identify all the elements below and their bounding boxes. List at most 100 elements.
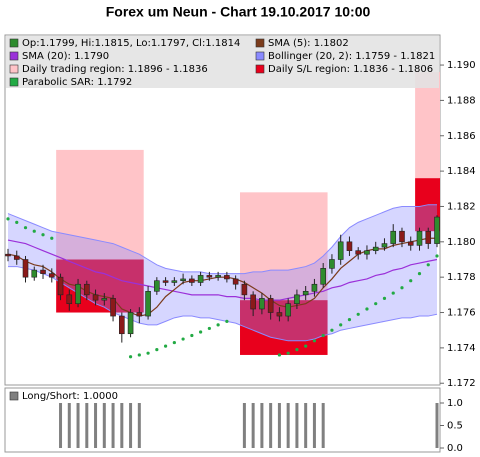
candle-body — [381, 243, 388, 248]
candle-body — [215, 275, 221, 278]
sar-dot — [32, 229, 36, 233]
candle-body — [197, 275, 204, 283]
sar-dot — [163, 344, 168, 348]
candle-body — [180, 278, 186, 282]
candle-body — [22, 259, 29, 278]
sar-dot — [172, 340, 176, 345]
sar-dot — [146, 351, 150, 355]
y-tick-label: 1.172 — [447, 378, 476, 389]
sar-dot — [435, 254, 439, 258]
sar-dot — [330, 328, 334, 332]
legend-marker — [255, 51, 265, 61]
sar-dot — [15, 220, 19, 224]
candle-body — [189, 278, 195, 283]
legend-label: Daily trading region: 1.1896 - 1.1836 — [22, 64, 208, 75]
sar-dot — [426, 263, 430, 267]
legend-label: Bollinger (20, 2): 1.1759 - 1.1821 — [268, 51, 435, 62]
sar-dot — [225, 319, 229, 323]
sar-dot — [365, 307, 369, 311]
legend-label: Parabolic SAR: 1.1792 — [22, 77, 132, 88]
y-tick-label: 1.188 — [447, 95, 476, 106]
long-short-bar — [295, 403, 299, 448]
candle-body — [145, 291, 151, 317]
candle-body — [101, 298, 108, 301]
candle-body — [434, 216, 440, 244]
legend-label: Op:1.1799, Hi:1.1815, Lo:1.1797, Cl:1.18… — [22, 38, 240, 49]
sar-dot — [417, 272, 422, 276]
y-tick-label: 1.178 — [447, 272, 476, 283]
y-tick-label: 0.0 — [447, 443, 463, 454]
legend-marker — [9, 391, 19, 401]
chart-title: Forex um Neun - Chart 19.10.2017 10:00 — [106, 4, 371, 20]
sar-dot — [137, 353, 141, 357]
sar-dot — [277, 353, 282, 357]
candle-body — [48, 273, 55, 278]
candle-body — [66, 294, 73, 304]
candle-body — [425, 230, 432, 244]
long-short-bar — [242, 403, 246, 448]
trading-region — [415, 72, 440, 179]
sar-dot — [23, 226, 28, 230]
candle-body — [162, 280, 169, 283]
long-short-bar — [120, 403, 124, 448]
sar-dot — [190, 333, 194, 338]
sar-dot — [128, 355, 133, 359]
sar-dot — [286, 351, 290, 355]
long-short-bar — [76, 403, 80, 448]
candle-body — [372, 246, 379, 251]
candle-body — [320, 268, 326, 285]
candle-body — [224, 275, 230, 280]
sar-dot — [6, 217, 10, 221]
legend-label: Long/Short: 1.0000 — [22, 391, 118, 402]
candle-body — [302, 291, 309, 296]
long-short-bar — [312, 403, 316, 448]
legend-marker — [255, 38, 265, 48]
sar-dot — [391, 291, 395, 295]
candle-body — [346, 241, 353, 251]
candle-body — [57, 276, 64, 296]
candle-body — [276, 312, 283, 317]
candle-body — [355, 250, 362, 255]
candle-body — [311, 283, 318, 292]
candle-body — [75, 283, 81, 304]
candle-body — [119, 315, 125, 335]
sar-dot — [155, 348, 159, 352]
long-short-bar — [94, 403, 98, 448]
candle-body — [110, 298, 116, 317]
trading-region — [240, 192, 328, 301]
sar-dot — [321, 333, 325, 338]
y-tick-label: 1.186 — [447, 131, 476, 142]
sar-dot — [409, 279, 413, 283]
candle-body — [399, 230, 405, 243]
long-short-bar — [321, 403, 325, 448]
candle-body — [154, 280, 160, 292]
y-tick-label: 1.176 — [447, 308, 476, 319]
candle-body — [13, 255, 20, 260]
sar-dot — [181, 337, 185, 341]
long-short-bar — [85, 403, 89, 448]
sar-dot — [339, 323, 343, 327]
candle-body — [329, 259, 335, 269]
long-short-bar — [129, 403, 133, 448]
sar-dot — [295, 348, 299, 352]
candle-body — [364, 250, 370, 255]
candle-body — [285, 303, 291, 317]
candle-body — [232, 278, 239, 285]
candle-body — [40, 269, 46, 274]
y-tick-label: 1.0 — [447, 398, 463, 409]
candle-body — [294, 294, 300, 304]
candle-body — [127, 312, 134, 335]
y-tick-label: 1.182 — [447, 201, 476, 212]
candle-body — [31, 269, 38, 278]
legend-label: SMA (20): 1.1790 — [22, 51, 109, 62]
long-short-bar — [269, 403, 273, 448]
sma20-line — [7, 239, 438, 301]
legend-box — [6, 36, 439, 88]
candle-body — [407, 241, 414, 246]
candle-body — [390, 230, 397, 244]
long-short-bar — [251, 403, 255, 448]
candle-body — [92, 294, 99, 301]
long-short-bar — [137, 403, 141, 448]
sar-dot — [400, 286, 404, 290]
